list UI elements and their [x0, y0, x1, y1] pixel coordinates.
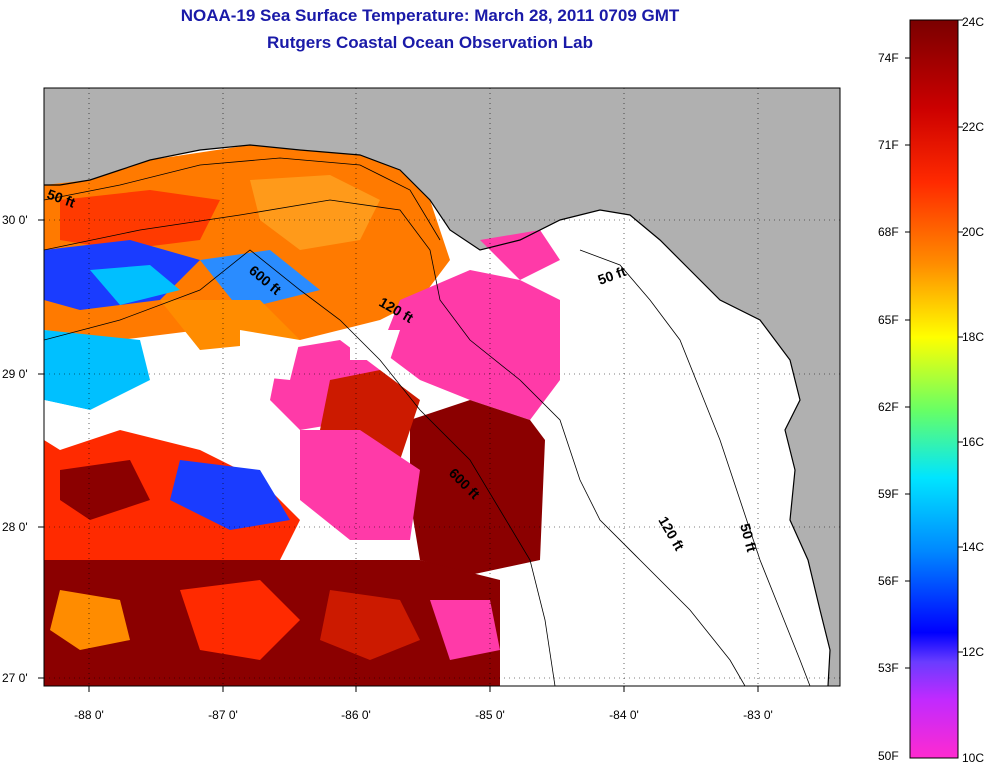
colorbar-ticks	[905, 19, 963, 669]
colorbar-f-label: 56F	[878, 574, 899, 588]
longitude-tick: -85 0'	[475, 708, 505, 722]
map-subtitle: Rutgers Coastal Ocean Observation Lab	[267, 33, 593, 52]
longitude-tick: -83 0'	[743, 708, 773, 722]
latitude-tick: 29 0'	[2, 367, 28, 381]
longitude-tick: -84 0'	[609, 708, 639, 722]
contour-600ft	[44, 249, 556, 686]
contour-50ft-west	[44, 157, 441, 241]
colorbar-c-label: 14C	[962, 540, 984, 554]
colorbar-c-label: 16C	[962, 435, 984, 449]
colorbar-f-label: 74F	[878, 51, 899, 65]
contour-50ft-east	[579, 249, 811, 686]
contour-label: 50 ft	[737, 522, 760, 554]
colorbar-f-label: 62F	[878, 400, 899, 414]
colorbar-c-label: 12C	[962, 645, 984, 659]
colorbar-c-label: 10C	[962, 751, 984, 765]
contour-120ft	[44, 199, 746, 686]
land-area	[44, 88, 840, 686]
colorbar-f-label: 50F	[878, 749, 899, 763]
colorbar-f-label: 71F	[878, 138, 899, 152]
colorbar-f-label: 53F	[878, 661, 899, 675]
colorbar	[909, 19, 959, 759]
colorbar-f-label: 68F	[878, 225, 899, 239]
colorbar-f-label: 59F	[878, 487, 899, 501]
colorbar-c-label: 22C	[962, 120, 984, 134]
longitude-tick: -87 0'	[208, 708, 238, 722]
coastline	[44, 144, 831, 686]
sst-map	[44, 88, 840, 686]
axis-ticks	[38, 219, 759, 692]
map-title: NOAA-19 Sea Surface Temperature: March 2…	[180, 6, 680, 25]
longitude-tick: -86 0'	[341, 708, 371, 722]
latitude-tick: 28 0'	[2, 520, 28, 534]
colorbar-f-label: 65F	[878, 313, 899, 327]
map-frame	[43, 87, 841, 687]
latitude-tick: 30 0'	[2, 213, 28, 227]
colorbar-c-label: 24C	[962, 15, 984, 29]
colorbar-c-label: 20C	[962, 225, 984, 239]
colorbar-c-label: 18C	[962, 330, 984, 344]
longitude-tick: -88 0'	[74, 708, 104, 722]
latitude-tick: 27 0'	[2, 671, 28, 685]
